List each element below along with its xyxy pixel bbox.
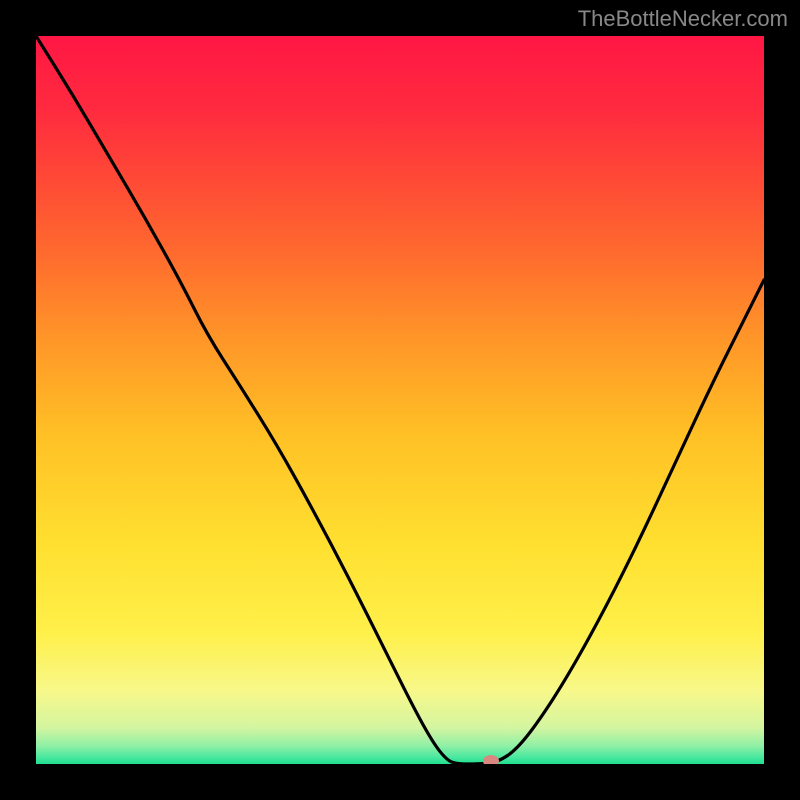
chart-plot-area xyxy=(36,36,764,764)
chart-svg xyxy=(36,36,764,764)
chart-background xyxy=(36,36,764,764)
watermark-text: TheBottleNecker.com xyxy=(578,6,788,32)
